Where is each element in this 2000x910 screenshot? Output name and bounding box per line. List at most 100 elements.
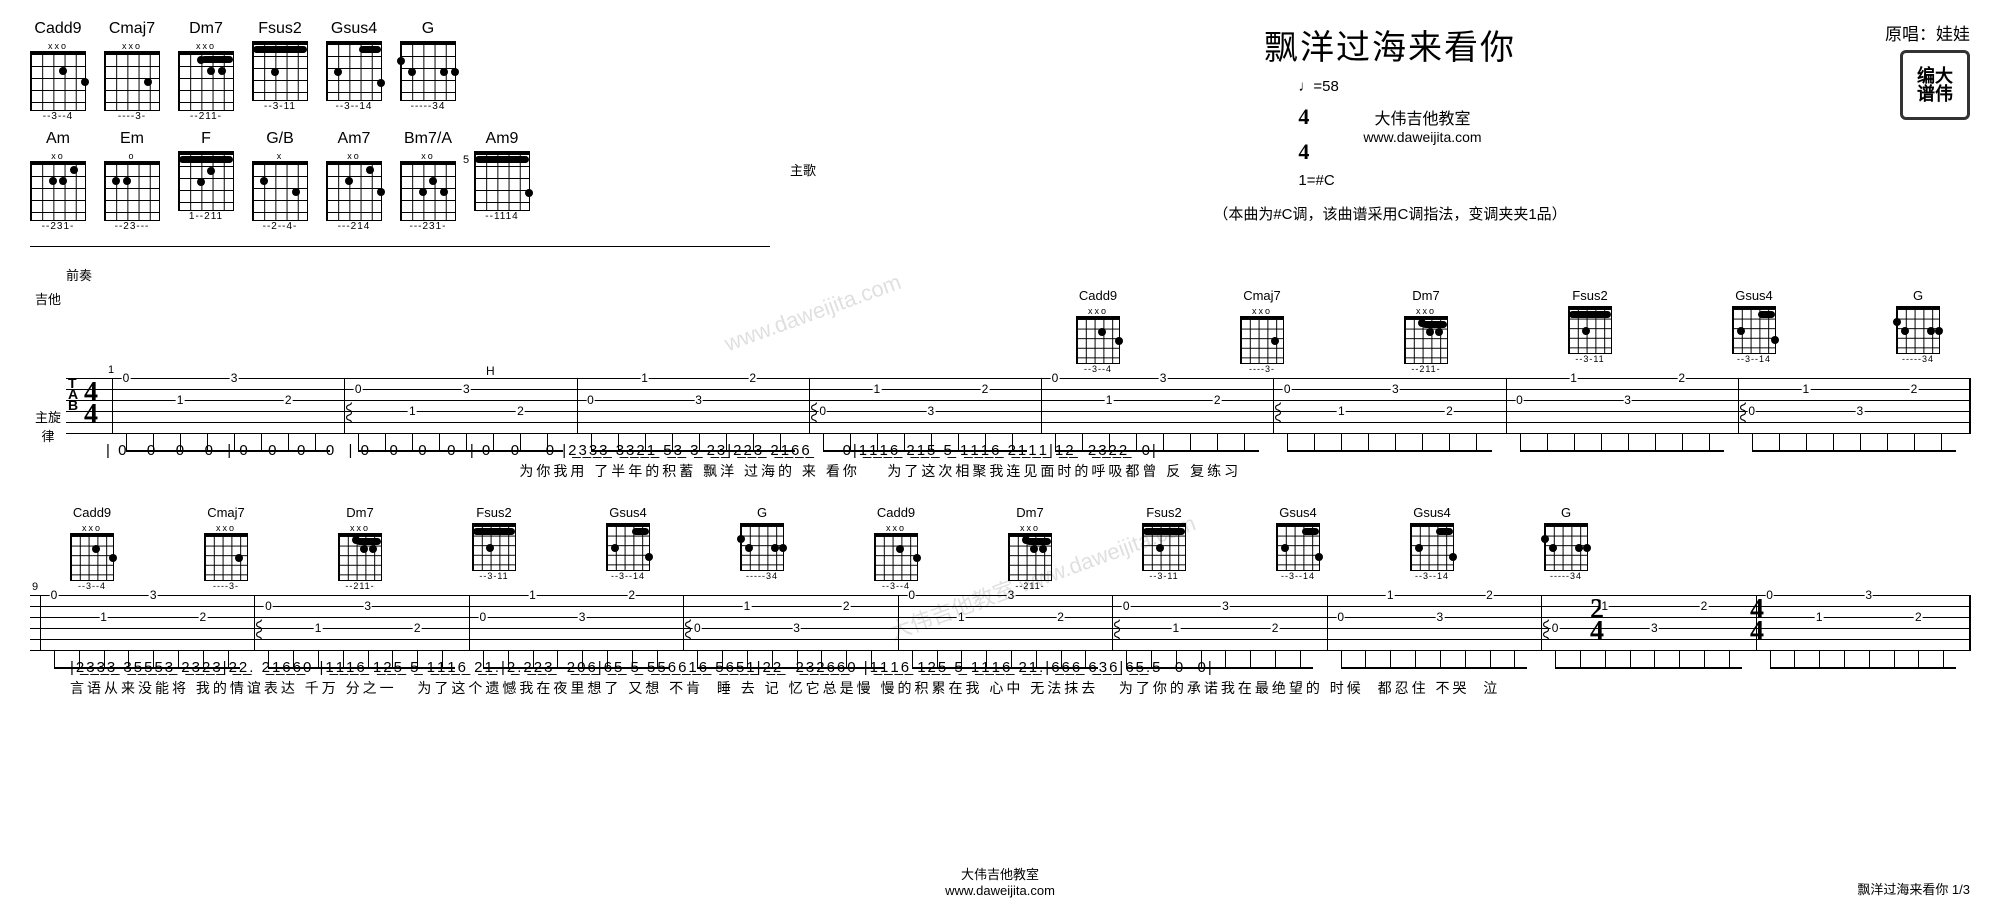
chord-name: Cadd9 bbox=[73, 505, 111, 520]
chord-open-markers: xxo bbox=[216, 523, 236, 533]
tab-B: B bbox=[68, 400, 78, 411]
chord-open-markers: xxo bbox=[1416, 306, 1436, 316]
tempo: ♩=58 bbox=[1298, 75, 1338, 99]
chord-bank-row-1: Cadd9xxo--3--4Cmaj7xxo----3-Dm7xxo--211-… bbox=[30, 20, 770, 122]
chord-open-markers: xo bbox=[421, 151, 435, 161]
chord-name: Cmaj7 bbox=[109, 20, 155, 38]
chord-diagram bbox=[472, 523, 516, 571]
chord-open-markers: xxo bbox=[48, 41, 68, 51]
song-meta: ♩=58 4 4 1=#C bbox=[1298, 75, 1338, 193]
chord-open-markers: xxo bbox=[350, 523, 370, 533]
chord-open-markers: xo bbox=[51, 151, 65, 161]
chord-open-markers: xxo bbox=[1252, 306, 1272, 316]
qianzou-tag: 前奏 bbox=[66, 265, 1970, 284]
footer-studio: 大伟吉他教室 bbox=[961, 867, 1039, 882]
original-singer: 原唱：娃娃 bbox=[1885, 20, 1970, 45]
chord-fingering: --3--4 bbox=[43, 111, 73, 122]
chord-gsus4: Gsus4--3--14 bbox=[1410, 505, 1454, 591]
chord-name: Gsus4 bbox=[1735, 288, 1773, 303]
chord-cmaj7: Cmaj7xxo----3- bbox=[104, 20, 160, 122]
melody-label: 主旋律 bbox=[30, 327, 66, 445]
chord-diagram bbox=[1410, 523, 1454, 571]
timesig-44b: 4 4 bbox=[1750, 599, 1764, 643]
page-indicator: 飘洋过海来看你 1/3 bbox=[1857, 879, 1970, 898]
chord-dm7: Dm7xxo--211- bbox=[1008, 505, 1052, 591]
chord-name: G bbox=[422, 20, 434, 38]
chord-open-markers: xxo bbox=[122, 41, 142, 51]
chord-name: Cmaj7 bbox=[1243, 288, 1281, 303]
chord-name: Dm7 bbox=[1412, 288, 1439, 303]
chord-diagram bbox=[1404, 316, 1448, 364]
chord-gsus4: Gsus4--3--14 bbox=[1276, 505, 1320, 591]
chord-fsus2: Fsus2--3-11 bbox=[252, 20, 308, 122]
timesig-top: 4 bbox=[1298, 104, 1309, 129]
chord-name: Cadd9 bbox=[877, 505, 915, 520]
chord-diagram bbox=[252, 41, 308, 101]
tab-staff-1: T A B 4 4 1 H 01320132〰01320132〰01320132… bbox=[66, 378, 1970, 434]
chord-diagram bbox=[104, 51, 160, 111]
chord-name: Dm7 bbox=[1016, 505, 1043, 520]
chord-diagram bbox=[400, 161, 456, 221]
chord-g: G -----34 bbox=[1544, 505, 1588, 591]
chord-fingering: -----34 bbox=[1902, 354, 1934, 364]
chord-name: Am bbox=[46, 130, 70, 148]
chord-fingering: --211- bbox=[345, 581, 374, 591]
chord-fingering: ----3- bbox=[213, 581, 239, 591]
chord-name: F bbox=[201, 130, 211, 148]
studio-logo: 编大 谱伟 bbox=[1900, 50, 1970, 120]
chord-g: G-----34 bbox=[740, 505, 784, 591]
chord-open-markers: xxo bbox=[1020, 523, 1040, 533]
chord-fingering: -----34 bbox=[1550, 571, 1582, 581]
chord-name: Gsus4 bbox=[1413, 505, 1451, 520]
chord-fingering: --3--4 bbox=[882, 581, 910, 591]
chord-em: Emo--23--- bbox=[104, 130, 160, 232]
chord-diagram bbox=[338, 533, 382, 581]
chord-name: Fsus2 bbox=[258, 20, 302, 38]
system-2-chord-strip: Cadd9xxo--3--4Cmaj7xxo----3-Dm7xxo--211-… bbox=[30, 505, 1970, 591]
chord-open-markers: x bbox=[277, 151, 284, 161]
chord-name: Cadd9 bbox=[34, 20, 81, 38]
chord-diagram bbox=[70, 533, 114, 581]
chord-diagram bbox=[1732, 306, 1776, 354]
chord-fingering: -----34 bbox=[746, 571, 778, 581]
chord-g: G -----34 bbox=[400, 20, 456, 122]
chord-fingering: --3--4 bbox=[1084, 364, 1112, 374]
chord-dm7: Dm7xxo--211- bbox=[338, 505, 382, 591]
chord-cmaj7: Cmaj7xxo----3- bbox=[204, 505, 248, 591]
studio-name: 大伟吉他教室 bbox=[1374, 111, 1470, 128]
title-block: 原唱：娃娃 编大 谱伟 飘洋过海来看你 ♩=58 4 4 1=#C 大伟吉他教室… bbox=[770, 20, 1970, 257]
chord-fingering: --1114 bbox=[485, 211, 518, 222]
chord-name: Am9 bbox=[486, 130, 519, 148]
chord-diagram bbox=[606, 523, 650, 571]
chord-name: Gsus4 bbox=[609, 505, 647, 520]
chord-open-markers: xxo bbox=[1088, 306, 1108, 316]
chord-fingering: --2--4- bbox=[263, 221, 298, 232]
chord-name: G bbox=[1561, 505, 1571, 520]
chord-f: F1--211 bbox=[178, 130, 234, 232]
chord-fingering: --23--- bbox=[115, 221, 150, 232]
chord-diagram bbox=[204, 533, 248, 581]
chord-gsus4: Gsus4 --3--14 bbox=[606, 505, 650, 591]
ts-bot: 4 bbox=[84, 404, 98, 426]
chord-fingering: --3--14 bbox=[611, 571, 645, 581]
chord-gsus4: Gsus4 --3--14 bbox=[1732, 288, 1776, 374]
chord-dm7: Dm7 xxo --211- bbox=[1404, 288, 1448, 374]
system-1-content: 前奏 主歌 Cadd9xxo--3--4Cmaj7xxo----3-Dm7xxo… bbox=[66, 265, 1970, 481]
chord-fingering: --211- bbox=[1411, 364, 1440, 374]
chord-name: G/B bbox=[266, 130, 294, 148]
chord-name: Gsus4 bbox=[331, 20, 377, 38]
chord-fingering: --3--14 bbox=[1737, 354, 1771, 364]
chord-diagram bbox=[740, 523, 784, 571]
logo-line-1: 编大 bbox=[1917, 67, 1953, 85]
chord-cadd9: Cadd9xxo--3--4 bbox=[874, 505, 918, 591]
chord-diagram: 5 bbox=[474, 151, 530, 211]
chord-fingering: -----34 bbox=[411, 101, 446, 112]
chord-diagram bbox=[1008, 533, 1052, 581]
singer-name: 娃娃 bbox=[1936, 25, 1970, 44]
chord-cadd9: Cadd9xxo--3--4 bbox=[70, 505, 114, 591]
chord-fingering: --3--14 bbox=[335, 101, 372, 112]
chord-diagram bbox=[326, 161, 382, 221]
chord-fingering: ---231- bbox=[409, 221, 446, 232]
chord-name: Am7 bbox=[338, 130, 371, 148]
chord-diagram bbox=[1544, 523, 1588, 571]
